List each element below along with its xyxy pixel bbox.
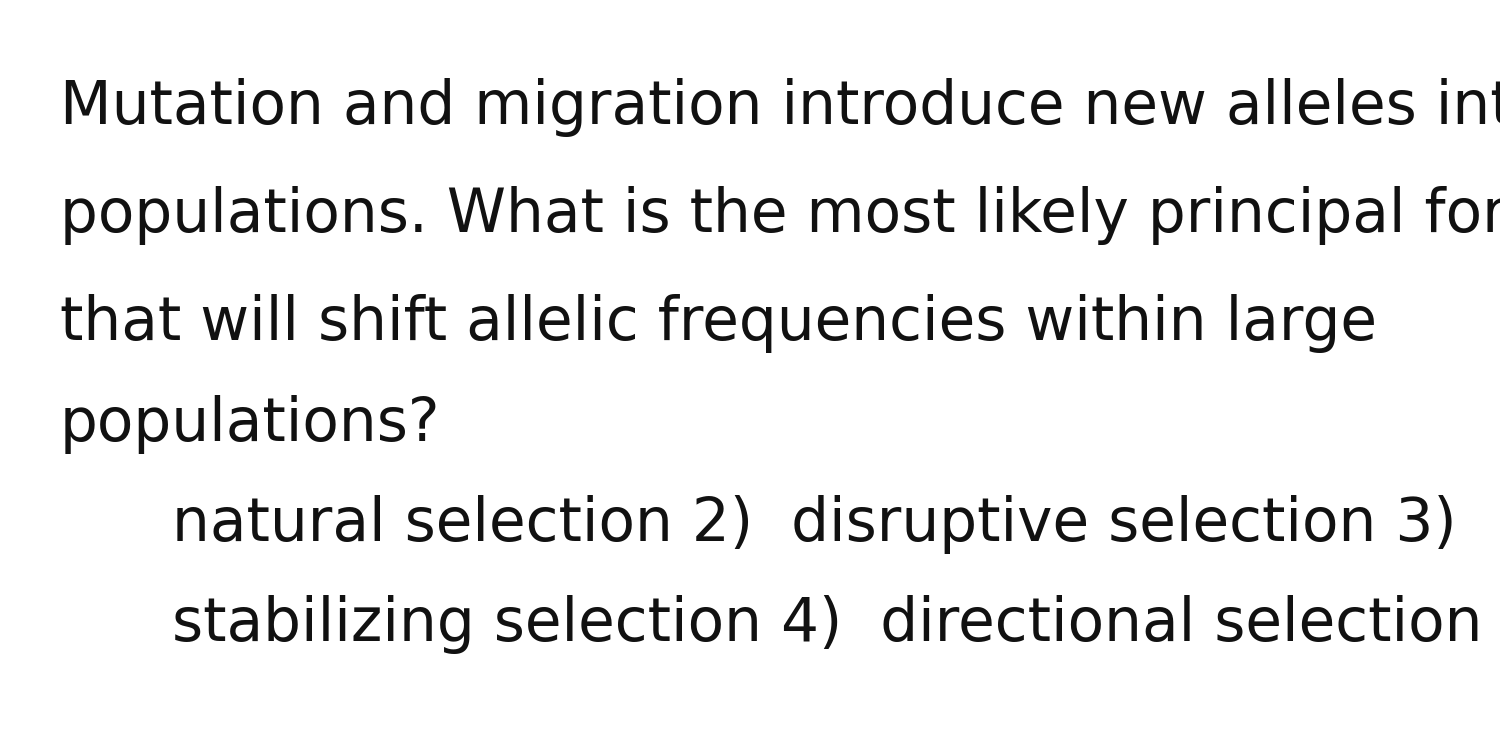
Text: Mutation and migration introduce new alleles into: Mutation and migration introduce new all…: [60, 78, 1500, 138]
Text: populations. What is the most likely principal force: populations. What is the most likely pri…: [60, 186, 1500, 246]
Text: that will shift allelic frequencies within large: that will shift allelic frequencies with…: [60, 294, 1377, 353]
Text: stabilizing selection 4)  directional selection: stabilizing selection 4) directional sel…: [172, 595, 1484, 655]
Text: natural selection 2)  disruptive selection 3): natural selection 2) disruptive selectio…: [172, 495, 1456, 554]
Text: populations?: populations?: [60, 394, 441, 454]
